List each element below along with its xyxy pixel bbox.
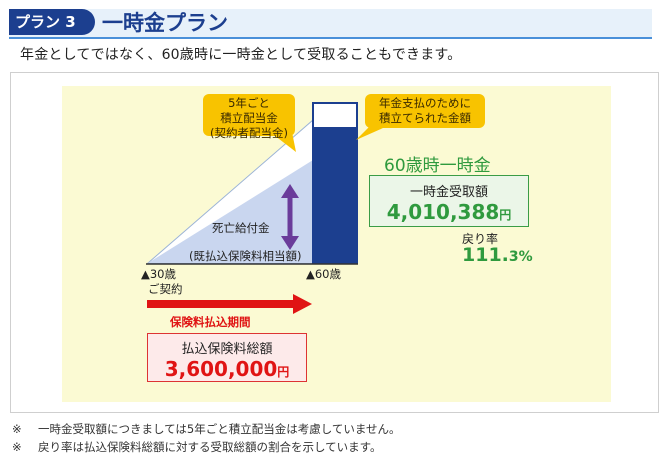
dividend-callout: 5年ごと 積立配当金 (契約者配当金) xyxy=(203,94,295,140)
page-title: 一時金プラン xyxy=(102,11,228,35)
lump-sum-label: 一時金受取額 xyxy=(409,185,488,200)
payment-period-label: 保険料払込期間 xyxy=(170,315,251,329)
dividend-callout-line-2: 積立配当金 xyxy=(220,111,278,125)
lump-sum-amount: 4,010,388 xyxy=(386,200,500,224)
return-rate-int: 111. xyxy=(462,244,509,266)
callout-right-tail xyxy=(356,124,392,140)
note-2-mark: ※ xyxy=(12,440,22,454)
note-1-text: 一時金受取額につきましては5年ごと積立配当金は考慮していません。 xyxy=(38,422,401,436)
total-premium-amount: 3,600,000 xyxy=(164,357,278,381)
lump-sum-amount-row: 4,010,388円 xyxy=(370,200,528,227)
contract-label: ご契約 xyxy=(148,282,183,296)
payment-period-arrow-head xyxy=(293,294,312,314)
death-benefit-arrow-head-up xyxy=(281,184,299,198)
premium-area xyxy=(148,160,313,263)
reserve-bar xyxy=(314,127,356,262)
total-premium-box: 払込保険料総額 3,600,000円 xyxy=(147,333,307,382)
dividend-callout-line-3: (契約者配当金) xyxy=(210,126,288,140)
return-rate-value: 111.3% xyxy=(462,244,533,266)
header-bar xyxy=(9,9,652,39)
note-1: ※ 一時金受取額につきましては5年ごと積立配当金は考慮していません。 xyxy=(12,421,401,437)
payment-period-arrow-body xyxy=(147,300,295,308)
reserve-callout-line-2: 積立てられた金額 xyxy=(379,111,471,125)
plan-badge: プラン 3 xyxy=(9,9,95,35)
reserve-callout-line-1: 年金支払のために xyxy=(379,96,471,110)
premium-equivalent-label: (既払込保険料相当額) xyxy=(189,249,302,263)
age-start-label: ▲30歳 xyxy=(141,267,176,281)
death-benefit-label: 死亡給付金 xyxy=(212,221,270,235)
return-rate-dec: 3% xyxy=(508,249,533,265)
callout-left-tail xyxy=(270,132,296,152)
total-premium-amount-row: 3,600,000円 xyxy=(148,357,306,384)
reserve-callout: 年金支払のために 積立てられた金額 xyxy=(365,94,485,128)
note-2: ※ 戻り率は払込保険料総額に対する受取総額の割合を示しています。 xyxy=(12,439,382,455)
lump-sum-heading: 60歳時一時金 xyxy=(384,156,491,176)
page-subtitle: 年金としてではなく、60歳時に一時金として受取ることもできます。 xyxy=(20,47,462,63)
death-benefit-arrow-head-down xyxy=(281,236,299,250)
lump-sum-box: 一時金受取額 4,010,388円 xyxy=(369,175,529,227)
age-end-label: ▲60歳 xyxy=(306,267,341,281)
total-premium-unit: 円 xyxy=(277,365,290,379)
note-1-mark: ※ xyxy=(12,422,22,436)
total-premium-label: 払込保険料総額 xyxy=(181,342,273,357)
note-2-text: 戻り率は払込保険料総額に対する受取総額の割合を示しています。 xyxy=(38,440,382,454)
return-rate-label: 戻り率 xyxy=(462,232,499,246)
lump-sum-unit: 円 xyxy=(499,208,512,222)
dividend-callout-line-1: 5年ごと xyxy=(228,96,270,110)
